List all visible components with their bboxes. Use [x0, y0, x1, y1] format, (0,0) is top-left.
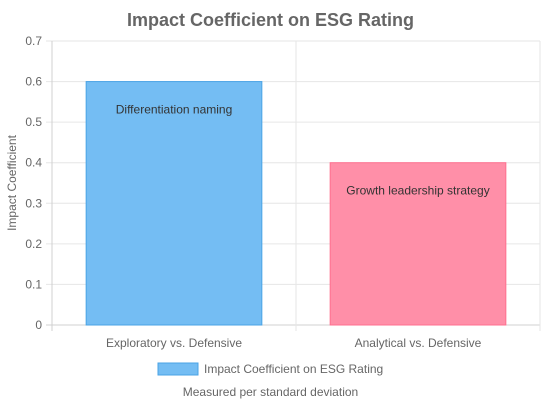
x-axis-ticks: Exploratory vs. Defensive Analytical vs. …: [106, 336, 482, 350]
bar-label: Growth leadership strategy: [346, 184, 489, 198]
bar-label: Differentiation naming: [116, 103, 233, 117]
y-tick-label: 0.4: [25, 156, 42, 170]
y-tick-label: 0.1: [25, 277, 42, 291]
chart-title: Impact Coefficient on ESG Rating: [127, 10, 414, 30]
y-tick-label: 0.5: [25, 115, 42, 129]
bar[interactable]: [85, 81, 263, 326]
y-tick-label: 0: [35, 318, 42, 332]
legend-swatch: [157, 362, 199, 376]
legend-label: Impact Coefficient on ESG Rating: [204, 362, 383, 376]
y-tick-label: 0.7: [25, 34, 42, 48]
x-tick-label: Exploratory vs. Defensive: [106, 336, 242, 350]
y-tick-label: 0.3: [25, 196, 42, 210]
x-tick-label: Analytical vs. Defensive: [355, 336, 482, 350]
y-tick-label: 0.2: [25, 237, 42, 251]
chart-footnote: Measured per standard deviation: [183, 385, 358, 399]
y-axis-title: Impact Coefficient: [5, 134, 19, 230]
bar[interactable]: [329, 162, 507, 326]
legend[interactable]: Impact Coefficient on ESG Rating: [157, 362, 383, 376]
y-axis-ticks: 0 0.1 0.2 0.3 0.4 0.5 0.6 0.7: [25, 34, 42, 332]
y-tick-label: 0.6: [25, 75, 42, 89]
bars: Differentiation naming Growth leadership …: [85, 81, 507, 326]
